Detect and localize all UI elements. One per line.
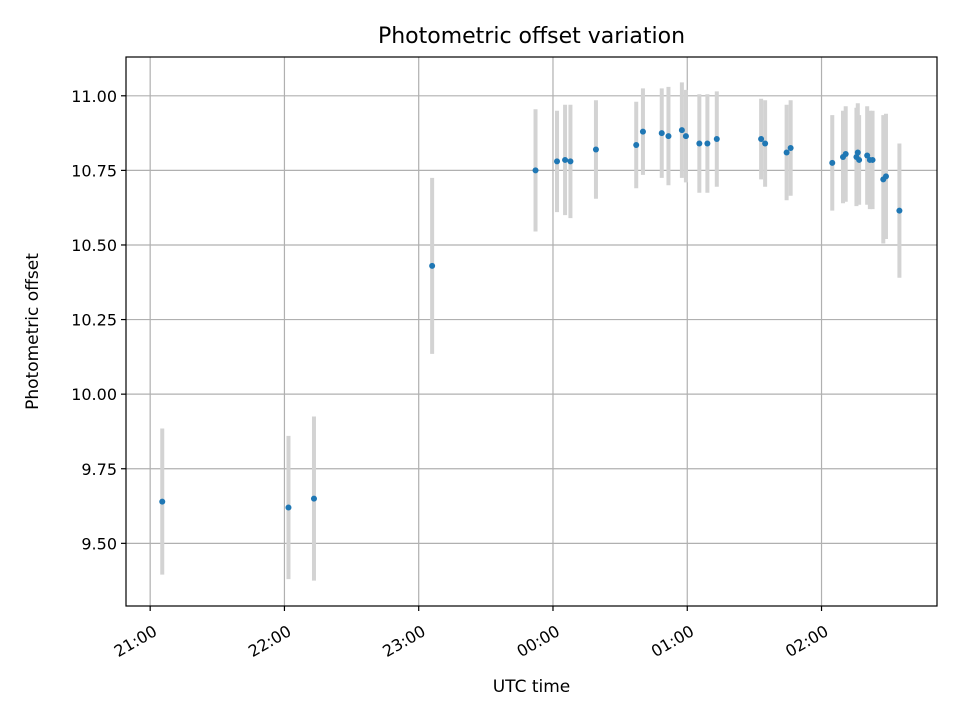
data-point: [856, 156, 863, 163]
data-point: [864, 152, 871, 159]
data-point: [696, 140, 703, 147]
data-point: [713, 136, 720, 143]
plot-frame: [125, 56, 938, 607]
data-point: [159, 498, 166, 505]
chart-title: Photometric offset variation: [378, 24, 685, 49]
data-point: [787, 145, 794, 152]
y-tick-label: 10.50: [71, 236, 117, 255]
data-point: [758, 136, 765, 143]
data-point: [896, 207, 903, 214]
data-point: [829, 159, 836, 166]
data-point: [633, 142, 640, 149]
data-point: [665, 133, 672, 140]
data-point: [554, 158, 561, 165]
data-point: [567, 158, 574, 165]
y-tick-label: 9.50: [81, 534, 117, 553]
data-point: [882, 173, 889, 180]
data-point: [783, 149, 790, 156]
data-point: [682, 133, 689, 140]
data-point: [532, 167, 539, 174]
data-point: [285, 504, 292, 511]
data-point: [639, 128, 646, 135]
data-point: [854, 149, 861, 156]
data-point: [842, 150, 849, 157]
y-tick-label: 11.00: [71, 87, 117, 106]
y-tick-label: 10.25: [71, 311, 117, 330]
y-tick-label: 10.75: [71, 161, 117, 180]
y-axis-label: Photometric offset: [23, 253, 43, 410]
data-point: [310, 495, 317, 502]
data-point: [562, 156, 569, 163]
data-point: [704, 140, 711, 147]
grid: [126, 57, 937, 606]
data-point: [762, 140, 769, 147]
x-axis-label: UTC time: [493, 677, 571, 697]
data-point: [429, 262, 436, 269]
y-tick-label: 10.00: [71, 385, 117, 404]
data-point: [869, 156, 876, 163]
data-point: [592, 146, 599, 153]
data-point: [658, 130, 665, 137]
y-tick-label: 9.75: [81, 460, 117, 479]
data-point: [678, 127, 685, 134]
data-points: [159, 127, 903, 511]
